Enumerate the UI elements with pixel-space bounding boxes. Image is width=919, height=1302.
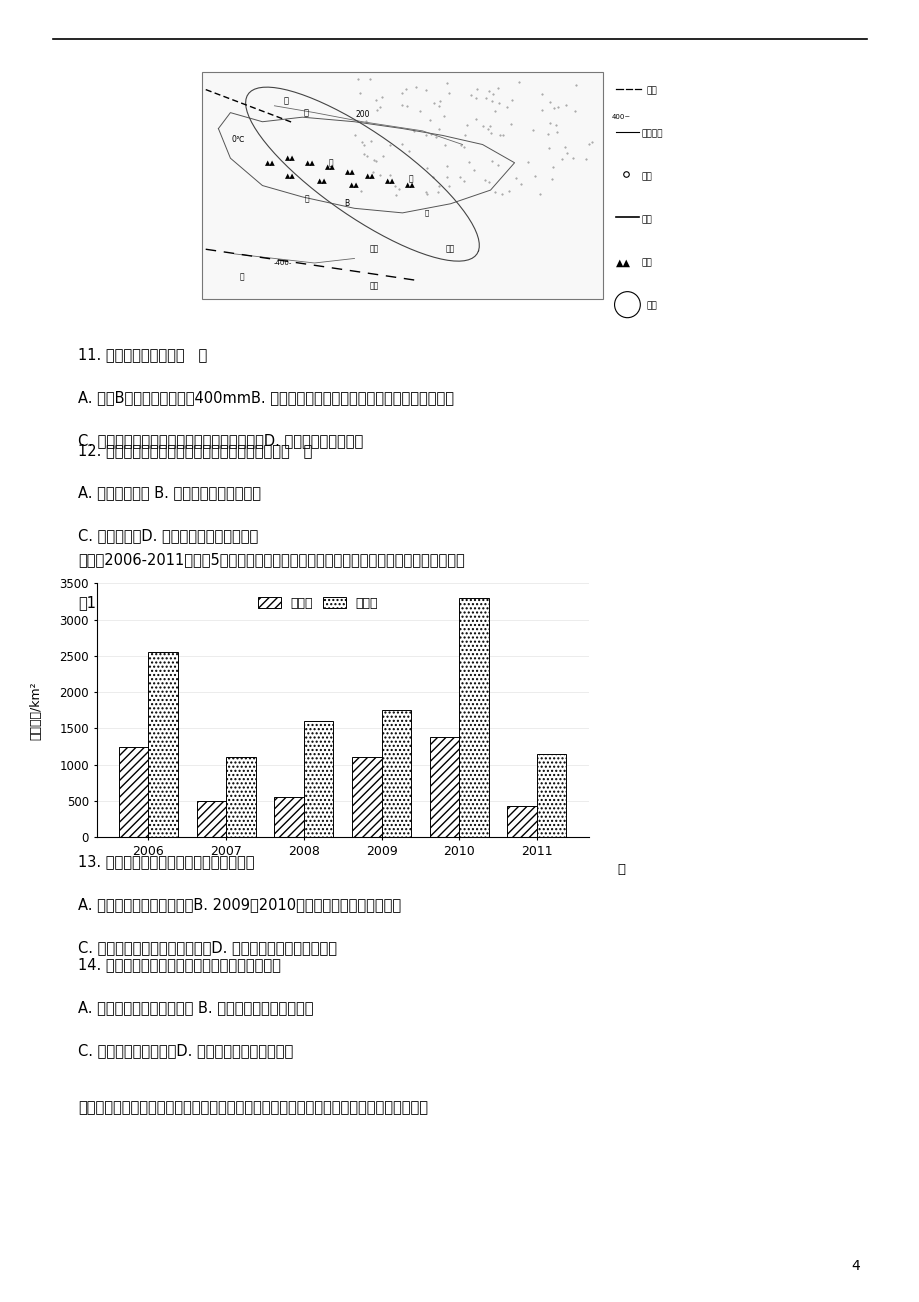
Bar [202,72,602,299]
Text: 兰州: 兰州 [446,245,455,254]
Text: ▲▲: ▲▲ [616,258,630,268]
Text: 水: 水 [328,159,333,167]
Text: 水: 水 [408,174,413,184]
Text: 水: 水 [303,108,309,117]
Text: 4: 4 [850,1259,859,1273]
Text: ▲▲: ▲▲ [324,164,335,171]
Bar [274,797,303,837]
Text: 12. 弱水河流量日益减少，其原因分析不正确的是（   ）: 12. 弱水河流量日益减少，其原因分析不正确的是（ ） [78,443,312,458]
Text: ▲▲: ▲▲ [285,155,296,161]
Bar [381,711,411,837]
Text: 等降水线: 等降水线 [641,130,662,138]
Text: A. 两湖水体面积均持续减少B. 2009～2010年鄂阳湖水体面积变化最大: A. 两湖水体面积均持续减少B. 2009～2010年鄂阳湖水体面积变化最大 [78,897,401,913]
Text: 沙漠: 沙漠 [646,302,657,310]
Bar [352,758,381,837]
Bar [459,598,488,837]
Bar [507,806,537,837]
Text: 铁路: 铁路 [646,87,657,95]
Text: A. 鄂阳湖流域蒸发量的变化 B. 鄂阳湖流域降水量的变化: A. 鄂阳湖流域蒸发量的变化 B. 鄂阳湖流域降水量的变化 [78,1000,313,1016]
Bar [148,652,177,837]
Bar [303,721,333,837]
Text: 蓝莓因果实呼蓝色，故称为蓝莓，鲜果采收成本高。起源于北美，现已成为美国主較果树树: 蓝莓因果实呼蓝色，故称为蓝莓，鲜果采收成本高。起源于北美，现已成为美国主較果树树 [78,1100,427,1116]
Text: 河流: 河流 [641,216,652,224]
Text: B: B [344,199,348,208]
Legend: 洞庭湖, 鄂阳湖: 洞庭湖, 鄂阳湖 [253,592,382,615]
Text: C. 洞庭湖水体面积变化逐年减小D. 两湖水体面积变化基本同步: C. 洞庭湖水体面积变化逐年减小D. 两湖水体面积变化基本同步 [78,940,337,956]
Text: C. 鄂阳湖出水量的变化D. 长江干流入湖水量的变化: C. 鄂阳湖出水量的变化D. 长江干流入湖水量的变化 [78,1043,293,1059]
Y-axis label: 水体面积/km²: 水体面积/km² [29,681,42,740]
Text: 下图是2006-2011年各年5月中下旬长江中游洞庭湖和鄂阳湖水体面积变化对比图。读图回: 下图是2006-2011年各年5月中下旬长江中游洞庭湖和鄂阳湖水体面积变化对比图… [78,552,464,568]
Text: ▲▲: ▲▲ [265,160,276,165]
Bar [226,758,255,837]
Text: ▲▲: ▲▲ [404,182,415,189]
Text: ▲▲: ▲▲ [305,160,315,165]
Text: 城市: 城市 [641,173,652,181]
Text: 涅: 涅 [304,195,309,203]
Text: ▲▲: ▲▲ [348,182,359,189]
Text: ▲▲: ▲▲ [317,178,327,184]
Text: 0℃: 0℃ [232,135,244,145]
Text: A. 图中B区域的降水量小于400mmB. 图中湭水谷地发展农业的限制性因素主要是水源: A. 图中B区域的降水量小于400mmB. 图中湭水谷地发展农业的限制性因素主要… [78,391,454,406]
Ellipse shape [614,292,640,318]
Text: 西宁: 西宁 [369,245,379,254]
Text: ▲▲: ▲▲ [365,173,376,180]
Text: 13. 该时期两湖水体面积变化的特点是（）: 13. 该时期两湖水体面积变化的特点是（） [78,854,255,870]
Text: 山脉: 山脉 [641,259,652,267]
Text: 弱: 弱 [284,96,289,105]
Text: 可: 可 [424,210,428,216]
Text: 400~: 400~ [611,115,630,120]
Text: ▲▲: ▲▲ [385,178,395,184]
Text: 14. 该时期鄂阳湖水体面积变化的主要原因是（）: 14. 该时期鄂阳湖水体面积变化的主要原因是（） [78,957,281,973]
Bar [537,754,566,837]
Text: C. 图中弱水流域河流在春季有时出现洪水暴涨D. 舟曲受到台风的侵袭: C. 图中弱水流域河流在春季有时出现洪水暴涨D. 舟曲受到台风的侵袭 [78,434,363,449]
Text: 西: 西 [240,272,244,281]
Text: A. 全球气候变暖 B. 人口激增，用水量剧增: A. 全球气候变暖 B. 人口激增，用水量剧增 [78,486,261,501]
Text: 年: 年 [617,863,625,875]
Text: 舟曲: 舟曲 [369,281,379,290]
Text: 11. 下列说法正确的是（   ）: 11. 下列说法正确的是（ ） [78,348,207,363]
Text: ▲▲: ▲▲ [345,169,356,174]
Bar [197,801,226,837]
Text: 等13-14题。: 等13-14题。 [78,595,146,611]
Bar [119,746,148,837]
Text: C. 降水量减少D. 工农业发达，用水量增加: C. 降水量减少D. 工农业发达，用水量增加 [78,529,258,544]
Text: ▲▲: ▲▲ [285,173,296,180]
Text: 200: 200 [355,111,369,120]
Bar [429,737,459,837]
Text: -400-: -400- [273,260,291,266]
